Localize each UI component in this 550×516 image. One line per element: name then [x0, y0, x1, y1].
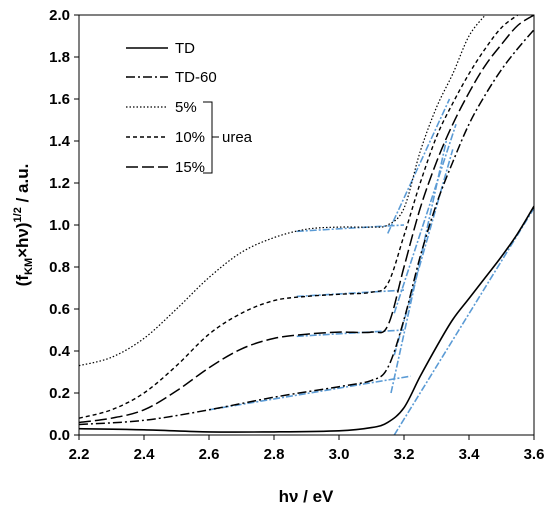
series-line-10 — [79, 15, 519, 419]
y-tick-label: 0.0 — [49, 427, 70, 444]
y-tick-label: 1.6 — [49, 91, 70, 108]
y-axis-title-subscript: KM — [23, 258, 35, 275]
y-tick-label: 1.4 — [49, 133, 71, 150]
y-tick-label: 0.8 — [49, 259, 70, 276]
legend-label-5: 5% — [175, 99, 197, 116]
y-axis-title-superscript: 1/2 — [12, 207, 24, 222]
y-axis-title: (fKM×hν)1/2 / a.u. — [12, 164, 35, 287]
tangent-line — [393, 207, 534, 435]
y-tick-label: 0.4 — [49, 343, 71, 360]
x-tick-label: 3.6 — [524, 446, 545, 463]
x-tick-label: 3.0 — [329, 446, 350, 463]
y-tick-label: 2.0 — [49, 7, 70, 24]
legend-group-label: urea — [222, 129, 253, 146]
x-axis: 2.2 2.4 2.6 2.8 3.0 3.2 3.4 3.6 — [69, 435, 545, 463]
tangent-line — [393, 149, 454, 356]
y-tick-label: 0.6 — [49, 301, 70, 318]
tangent-line — [387, 98, 451, 234]
series-line-td — [79, 205, 534, 433]
x-tick-label: 3.4 — [459, 446, 481, 463]
tangent-lines — [208, 98, 534, 435]
series-line-15 — [79, 15, 534, 424]
tangent-line — [208, 375, 411, 411]
x-tick-label: 2.4 — [134, 446, 156, 463]
tangent-line — [296, 224, 405, 233]
x-tick-label: 2.2 — [69, 446, 90, 463]
y-tick-label: 0.2 — [49, 385, 70, 402]
series-lines — [79, 15, 534, 433]
tangent-line — [296, 329, 405, 338]
legend-label-td-60: TD-60 — [175, 69, 217, 86]
y-tick-label: 1.0 — [49, 217, 70, 234]
y-tick-label: 1.2 — [49, 175, 70, 192]
legend-label-15: 15% — [175, 159, 205, 176]
tangent-line — [393, 123, 457, 314]
legend-label-td: TD — [175, 40, 195, 57]
y-axis-title-part: / a.u. — [13, 164, 32, 207]
legend-label-10: 10% — [175, 129, 205, 146]
x-tick-label: 2.6 — [199, 446, 220, 463]
legend: TD TD-60 5% 10% 15% urea — [126, 40, 253, 176]
series-line-td-60 — [79, 29, 534, 426]
y-axis-title-part: ×hν) — [13, 222, 32, 257]
tangent-line — [390, 140, 448, 394]
x-tick-label: 2.8 — [264, 446, 285, 463]
y-axis: 0.0 0.2 0.4 0.6 0.8 1.0 1.2 1.4 1.6 1.8 2.0 — [49, 7, 79, 444]
x-axis-title: hν / eV — [279, 487, 334, 506]
y-axis-title-part: (f — [13, 275, 32, 287]
y-tick-label: 1.8 — [49, 49, 70, 66]
series-line-5 — [79, 15, 486, 367]
legend-brace — [203, 101, 219, 174]
x-tick-label: 3.2 — [394, 446, 415, 463]
